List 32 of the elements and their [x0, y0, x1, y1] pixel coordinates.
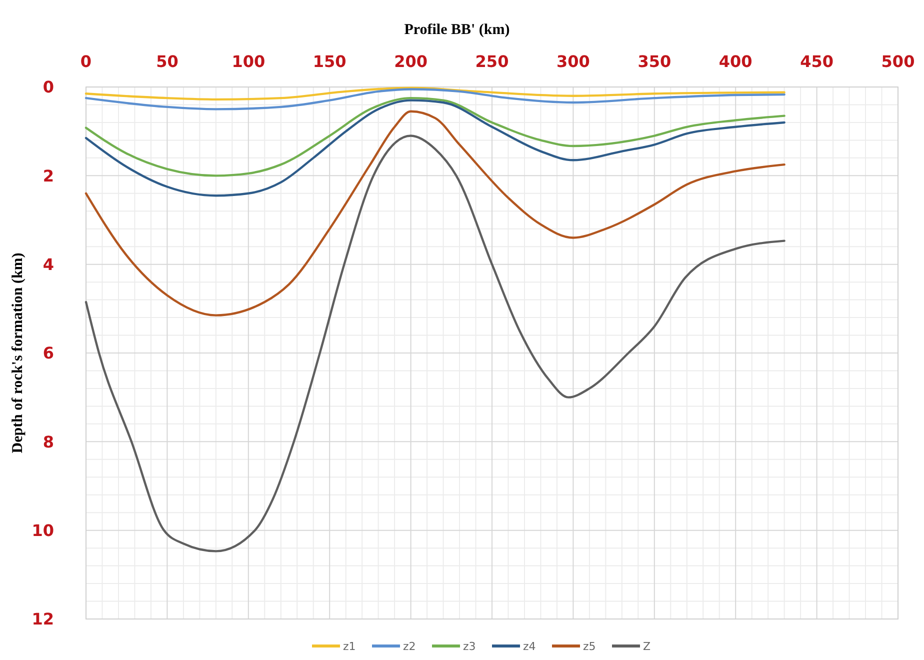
line-series — [84, 99, 786, 197]
x-tick-label: 0 — [80, 52, 92, 71]
x-axis-title: Profile BB' (km) — [404, 22, 510, 38]
line-series — [84, 110, 786, 316]
line-series — [84, 88, 786, 110]
y-axis-title: Depth of rock's formation (km) — [10, 252, 26, 454]
line-series — [84, 86, 786, 101]
x-tick-label: 300 — [556, 52, 590, 71]
x-tick-label: 150 — [312, 52, 346, 71]
y-tick-label: 2 — [42, 166, 54, 186]
y-tick-label: 4 — [42, 254, 54, 274]
y-tick-label: 0 — [42, 78, 54, 97]
x-tick-label: 50 — [156, 52, 178, 71]
legend-label: z2 — [403, 640, 416, 653]
line-series — [84, 134, 786, 552]
legend-label: z5 — [583, 640, 596, 653]
x-tick-label: 100 — [232, 52, 266, 71]
legend-label: z4 — [523, 640, 536, 653]
y-tick-label: 12 — [32, 610, 54, 629]
x-tick-label: 400 — [718, 52, 752, 71]
legend-label: z3 — [463, 640, 476, 653]
legend-label: z1 — [343, 640, 356, 653]
y-tick-label: 8 — [42, 432, 54, 452]
line-series — [84, 96, 786, 177]
x-tick-label: 450 — [800, 52, 834, 71]
x-tick-label: 250 — [475, 52, 509, 71]
y-tick-label: 10 — [32, 520, 54, 540]
x-tick-label: 500 — [881, 52, 915, 71]
legend-label: Z — [643, 640, 651, 653]
x-tick-label: 350 — [638, 52, 672, 71]
x-tick-label: 200 — [394, 52, 428, 71]
y-tick-label: 6 — [42, 344, 54, 363]
